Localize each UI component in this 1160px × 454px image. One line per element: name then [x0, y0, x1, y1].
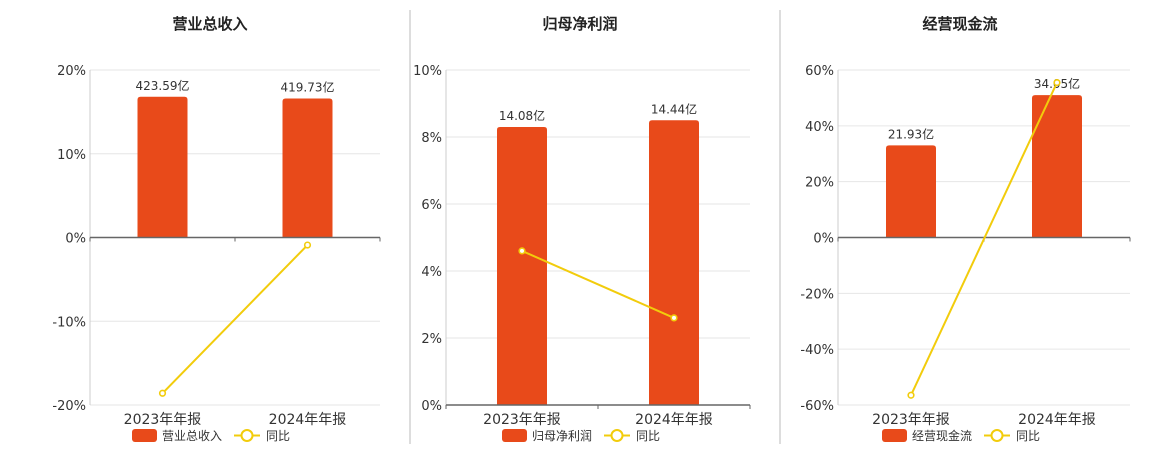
y-tick-label: 0% — [813, 232, 834, 247]
legend-bar-swatch — [132, 429, 157, 442]
y-tick-label: -10% — [52, 315, 86, 330]
x-category-label: 2023年年报 — [483, 412, 561, 428]
y-tick-label: 20% — [805, 176, 834, 191]
yoy-line — [910, 82, 1058, 396]
y-tick-label: -20% — [52, 399, 86, 414]
yoy-line — [161, 244, 309, 394]
yoy-point — [158, 389, 167, 397]
chart-title: 经营现金流 — [922, 15, 997, 33]
legend-line-marker — [990, 429, 1004, 442]
y-tick-label: 8% — [421, 131, 442, 146]
bar — [137, 96, 188, 238]
y-tick-label: -60% — [800, 399, 834, 414]
legend-bar-label: 营业总收入 — [162, 429, 222, 443]
legend-line-label: 同比 — [636, 429, 660, 443]
x-category-label: 2024年年报 — [269, 412, 347, 428]
legend-line-label: 同比 — [266, 429, 290, 443]
y-tick-label: 20% — [57, 64, 86, 79]
legend-bar-swatch — [882, 429, 907, 442]
y-tick-label: -40% — [800, 343, 834, 358]
y-tick-label: 60% — [805, 64, 834, 79]
y-tick-label: 10% — [413, 64, 442, 79]
chart-3: 经营现金流60%40%20%0%-20%-40%-60%21.93亿34.05亿… — [800, 15, 1131, 443]
y-tick-label: 10% — [57, 148, 86, 163]
x-category-label: 2023年年报 — [124, 412, 202, 428]
yoy-line — [521, 249, 675, 319]
legend-line-label: 同比 — [1016, 429, 1040, 443]
chart-1: 营业总收入 20% 10% 0% -10% -20% 423.59亿 419.73亿 2023年… — [52, 10, 411, 444]
legend-line-marker — [240, 429, 254, 442]
x-category-label: 2023年年报 — [872, 412, 950, 428]
legend-bar-swatch — [502, 429, 527, 442]
y-tick-label: 0% — [421, 399, 442, 414]
bar — [497, 126, 547, 405]
legend-line-marker — [610, 429, 624, 442]
y-tick-label: 0% — [65, 232, 86, 247]
y-tick-label: 40% — [805, 120, 834, 135]
bar-data-label: 21.93亿 — [888, 126, 934, 141]
x-category-label: 2024年年报 — [635, 412, 713, 428]
y-tick-label: 4% — [421, 265, 442, 280]
bar — [282, 98, 333, 238]
bar-data-label: 419.73亿 — [281, 79, 335, 94]
yoy-point — [303, 241, 312, 249]
yoy-point — [907, 391, 915, 399]
chart-title: 营业总收入 — [172, 15, 247, 33]
yoy-point — [670, 314, 678, 322]
bar — [649, 120, 699, 405]
y-tick-label: 2% — [421, 332, 442, 347]
y-tick-label: 6% — [421, 198, 442, 213]
bar-data-label: 14.44亿 — [651, 101, 697, 116]
yoy-point — [1053, 78, 1061, 87]
legend-bar-label: 归母净利润 — [532, 429, 592, 443]
bar — [1032, 95, 1082, 238]
x-category-label: 2024年年报 — [1018, 412, 1096, 428]
legend-bar-label: 经营现金流 — [912, 428, 972, 443]
chart-title: 归母净利润 — [542, 15, 617, 33]
bar-data-label: 14.08亿 — [499, 108, 545, 123]
chart-2: 归母净利润 10% 8% 6% 4% 2% 0% 14.08亿 14.44亿 2023年年报 202… — [413, 10, 781, 444]
y-tick-label: -20% — [800, 287, 834, 302]
bar-data-label: 423.59亿 — [136, 78, 190, 93]
bar — [886, 145, 936, 238]
yoy-point — [518, 247, 526, 255]
